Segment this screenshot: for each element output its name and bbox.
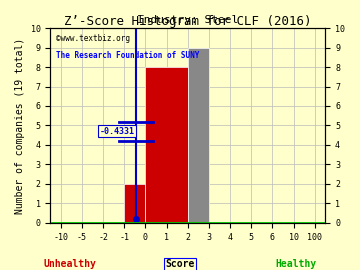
Bar: [124, 184, 145, 223]
Y-axis label: Number of companies (19 total): Number of companies (19 total): [15, 37, 25, 214]
Bar: [145, 67, 188, 223]
Text: Industry: Steel: Industry: Steel: [137, 15, 238, 25]
Text: Score: Score: [165, 259, 195, 269]
Text: The Research Foundation of SUNY: The Research Foundation of SUNY: [56, 52, 199, 60]
Text: ©www.textbiz.org: ©www.textbiz.org: [56, 34, 130, 43]
Bar: [188, 48, 209, 223]
Text: Healthy: Healthy: [276, 259, 317, 269]
Title: Z’-Score Histogram for CLF (2016): Z’-Score Histogram for CLF (2016): [64, 15, 311, 28]
Text: Unhealthy: Unhealthy: [43, 259, 96, 269]
Text: -0.4331: -0.4331: [100, 127, 135, 136]
